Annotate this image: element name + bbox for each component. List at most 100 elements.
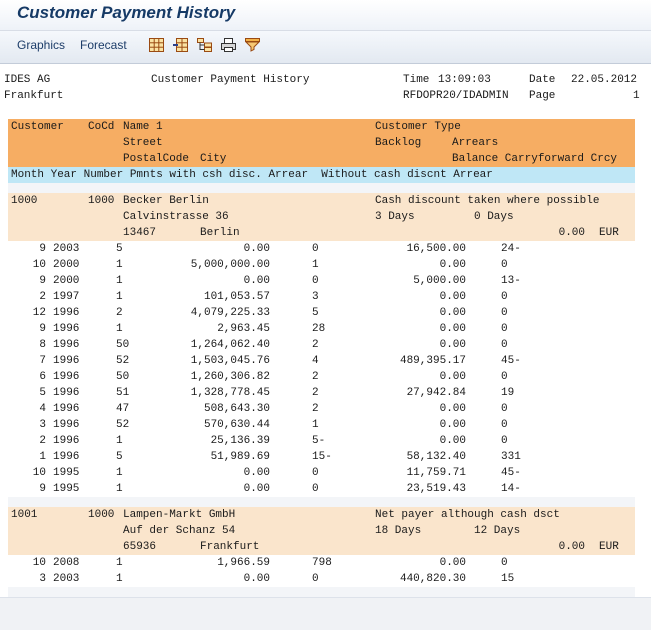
row-number: 52 (116, 419, 130, 431)
row-year: 1995 (53, 483, 80, 495)
row-year: 1997 (53, 291, 80, 303)
row-arrear-without-discount: 24- (501, 243, 521, 255)
page-number: 1 (633, 90, 640, 102)
row-arrear-with-discount: 15- (312, 451, 332, 463)
print-icon[interactable] (221, 38, 236, 52)
row-with-cash-discount: 0.00 (243, 243, 270, 255)
row-number: 47 (116, 403, 130, 415)
forecast-button[interactable]: Forecast (80, 38, 127, 52)
row-arrear-without-discount: 0 (501, 323, 508, 335)
row-number: 1 (116, 275, 123, 287)
row-year: 2000 (53, 275, 80, 287)
add-column-icon[interactable] (173, 38, 188, 52)
company-code: 1000 (88, 195, 115, 207)
tree-icon[interactable] (197, 38, 212, 52)
row-number: 52 (116, 355, 130, 367)
row-without-cash-discount: 0.00 (439, 419, 466, 431)
customer-postal-code: 13467 (123, 227, 157, 239)
row-year: 2003 (53, 573, 80, 585)
row-month: 7 (39, 355, 46, 367)
row-year: 1996 (53, 403, 80, 415)
row-with-cash-discount: 1,328,778.45 (190, 387, 270, 399)
col-detail-headers: Month Year Number Pmnts with csh disc. A… (11, 169, 493, 181)
row-number: 1 (116, 557, 123, 569)
row-without-cash-discount: 0.00 (439, 435, 466, 447)
row-with-cash-discount: 51,989.69 (210, 451, 270, 463)
row-without-cash-discount: 0.00 (439, 371, 466, 383)
row-with-cash-discount: 0.00 (243, 573, 270, 585)
row-number: 1 (116, 259, 123, 271)
row-arrear-with-discount: 0 (312, 275, 319, 287)
row-arrear-without-discount: 14- (501, 483, 521, 495)
company-city: Frankfurt (4, 90, 64, 102)
customer-number: 1001 (11, 509, 38, 521)
row-arrear-with-discount: 2 (312, 387, 319, 399)
date-label: Date (529, 74, 556, 86)
window-title: Customer Payment History (17, 3, 236, 22)
row-with-cash-discount: 5,000,000.00 (190, 259, 270, 271)
row-without-cash-discount: 11,759.71 (406, 467, 466, 479)
row-number: 50 (116, 339, 130, 351)
row-number: 1 (116, 323, 123, 335)
customer-street: Calvinstrasse 36 (123, 211, 229, 223)
row-with-cash-discount: 1,503,045.76 (190, 355, 270, 367)
customer-group-header (8, 193, 635, 241)
customer-backlog: 18 Days (375, 525, 422, 537)
row-with-cash-discount: 1,260,306.82 (190, 371, 270, 383)
row-arrear-with-discount: 3 (312, 291, 319, 303)
row-arrear-without-discount: 331 (501, 451, 521, 463)
row-without-cash-discount: 23,519.43 (406, 483, 466, 495)
row-with-cash-discount: 570,630.44 (203, 419, 270, 431)
row-month: 9 (39, 275, 46, 287)
row-without-cash-discount: 58,132.40 (406, 451, 466, 463)
row-arrear-with-discount: 0 (312, 243, 319, 255)
row-arrear-without-discount: 13- (501, 275, 521, 287)
col-customer-type: Customer Type (375, 121, 461, 133)
row-arrear-with-discount: 0 (312, 483, 319, 495)
row-month: 12 (32, 307, 46, 319)
row-arrear-without-discount: 45- (501, 467, 521, 479)
row-without-cash-discount: 5,000.00 (413, 275, 466, 287)
row-number: 50 (116, 371, 130, 383)
grid-icon[interactable] (149, 38, 164, 52)
row-month: 8 (39, 339, 46, 351)
row-number: 1 (116, 573, 123, 585)
balance-carryforward: 0.00 (558, 227, 585, 239)
row-without-cash-discount: 0.00 (439, 557, 466, 569)
row-month: 6 (39, 371, 46, 383)
row-arrear-with-discount: 5- (312, 435, 326, 447)
col-postal-code: PostalCode (123, 153, 190, 165)
customer-street: Auf der Schanz 54 (123, 525, 236, 537)
report-title: Customer Payment History (151, 74, 310, 86)
filter-icon[interactable] (245, 38, 260, 52)
date-value: 22.05.2012 (571, 74, 638, 86)
row-arrear-without-discount: 0 (501, 435, 508, 447)
row-with-cash-discount: 0.00 (243, 275, 270, 287)
row-arrear-with-discount: 2 (312, 403, 319, 415)
time-value: 13:09:03 (438, 74, 491, 86)
row-year: 2008 (53, 557, 80, 569)
graphics-button[interactable]: Graphics (17, 38, 66, 52)
row-with-cash-discount: 101,053.57 (203, 291, 270, 303)
row-with-cash-discount: 1,264,062.40 (190, 339, 270, 351)
row-arrear-without-discount: 0 (501, 557, 508, 569)
time-label: Time (403, 74, 430, 86)
row-month: 10 (32, 557, 46, 569)
application-toolbar: Graphics Forecast (0, 31, 651, 64)
col-city: City (200, 153, 227, 165)
row-without-cash-discount: 0.00 (439, 339, 466, 351)
col-customer: Customer (11, 121, 64, 133)
row-with-cash-discount: 0.00 (243, 483, 270, 495)
row-with-cash-discount: 508,643.30 (203, 403, 270, 415)
row-year: 1996 (53, 387, 80, 399)
report-list: IDES AG Customer Payment History Time 13… (0, 64, 651, 629)
payment-rows (8, 555, 635, 587)
row-year: 2000 (53, 259, 80, 271)
column-header (8, 119, 635, 167)
row-month: 9 (39, 483, 46, 495)
customer-city: Berlin (200, 227, 240, 239)
row-arrear-with-discount: 2 (312, 371, 319, 383)
col-cocd: CoCd (88, 121, 115, 133)
row-month: 5 (39, 387, 46, 399)
group-spacer (8, 587, 635, 597)
